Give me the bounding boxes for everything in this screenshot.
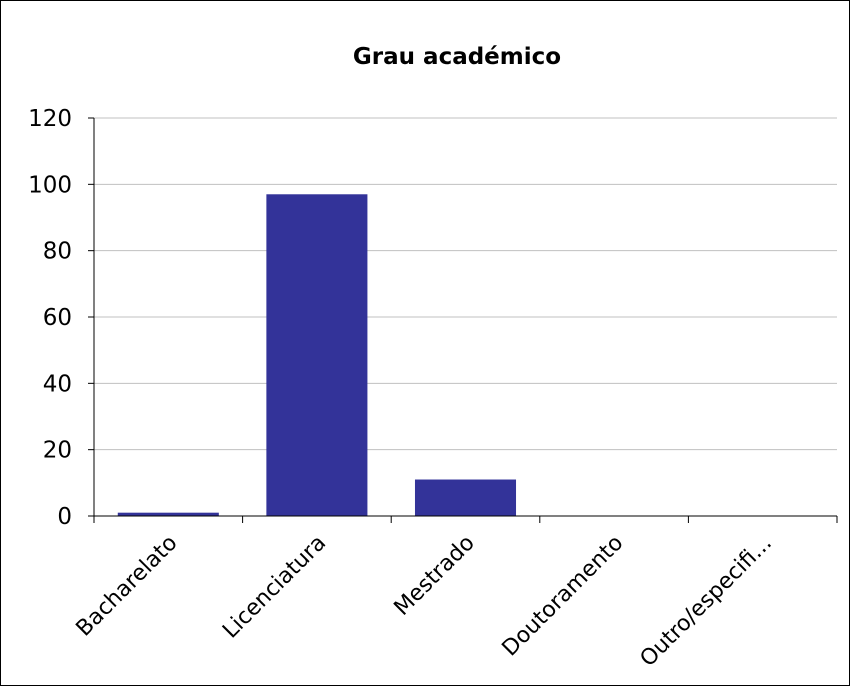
y-tick-label: 80 [43, 239, 72, 265]
x-tick-label: Licenciatura [218, 531, 331, 644]
y-axis-tick-labels: 0 20 40 60 80 100 120 [28, 106, 72, 530]
axes [88, 117, 838, 523]
x-tick-label: Mestrado [390, 531, 480, 621]
x-tick-label: Doutoramento [498, 531, 629, 662]
x-tick-label: Outro/especifi... [636, 531, 777, 672]
x-tick-label: Bacharelato [72, 531, 183, 642]
gridlines [94, 117, 837, 451]
bars [117, 194, 517, 517]
bar [414, 479, 517, 516]
x-axis-tick-labels: Bacharelato Licenciatura Mestrado Doutorame… [72, 531, 777, 672]
y-tick-label: 60 [43, 305, 72, 331]
bar [117, 512, 219, 516]
y-tick-label: 20 [43, 438, 72, 464]
bar [266, 194, 368, 517]
chart-title: Grau académico [353, 44, 561, 70]
y-tick-label: 120 [28, 106, 72, 132]
y-tick-label: 40 [43, 371, 72, 397]
y-tick-label: 0 [57, 504, 72, 530]
y-tick-label: 100 [28, 172, 72, 198]
